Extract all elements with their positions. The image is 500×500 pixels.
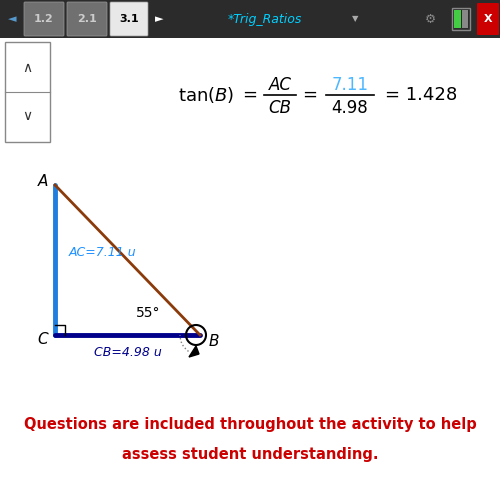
FancyBboxPatch shape [24,2,64,36]
FancyBboxPatch shape [477,3,499,35]
Text: 7.11: 7.11 [332,76,368,94]
Text: ►: ► [155,14,164,24]
Text: 2.1: 2.1 [77,14,97,24]
Text: AC: AC [268,76,291,94]
Bar [454,10,461,28]
FancyBboxPatch shape [110,2,148,36]
Text: Questions are included throughout the activity to help: Questions are included throughout the ac… [24,418,476,432]
Text: CB: CB [268,99,291,117]
Text: =: = [302,86,318,104]
Bar [452,8,470,30]
Text: *Trig_Ratios: *Trig_Ratios [228,12,302,26]
Polygon shape [189,346,199,357]
Text: 3.1: 3.1 [119,14,139,24]
Text: ∨: ∨ [22,109,32,123]
FancyBboxPatch shape [67,2,107,36]
Text: assess student understanding.: assess student understanding. [122,448,378,462]
Text: =: = [242,86,258,104]
Text: AC=7.11 u: AC=7.11 u [69,246,136,258]
Bar [5,42,50,142]
Text: B: B [209,334,219,348]
Text: A: A [38,174,48,188]
Bar [462,10,468,28]
Text: C: C [38,332,48,346]
Text: ∧: ∧ [22,61,32,75]
Text: ◄: ◄ [8,14,16,24]
Text: = 1.428: = 1.428 [385,86,457,104]
Bar [0,0,500,38]
Text: X: X [484,14,492,24]
Text: 55°: 55° [136,306,160,320]
Text: ⚙: ⚙ [424,12,436,26]
Text: ▼: ▼ [352,14,358,24]
Text: 1.2: 1.2 [34,14,54,24]
Text: CB=4.98 u: CB=4.98 u [94,346,162,360]
Text: $\mathrm{tan}(B)$: $\mathrm{tan}(B)$ [178,85,234,105]
Text: 4.98: 4.98 [332,99,368,117]
